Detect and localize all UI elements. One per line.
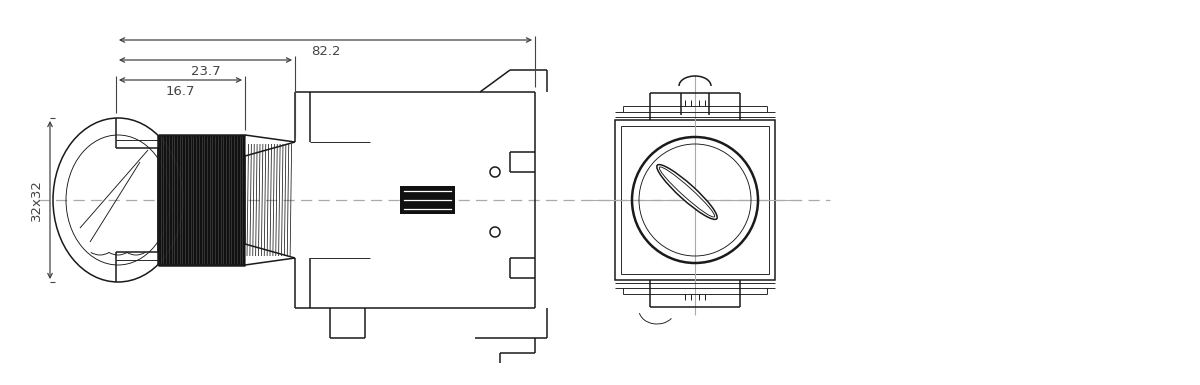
Text: 32x32: 32x32 — [30, 179, 43, 221]
Bar — [614, 120, 775, 280]
Text: 23.7: 23.7 — [191, 65, 221, 77]
Bar — [158, 135, 245, 265]
Ellipse shape — [656, 164, 718, 219]
Bar — [400, 186, 455, 214]
Text: 82.2: 82.2 — [311, 45, 341, 57]
Text: 16.7: 16.7 — [166, 84, 196, 97]
Bar — [622, 126, 769, 274]
